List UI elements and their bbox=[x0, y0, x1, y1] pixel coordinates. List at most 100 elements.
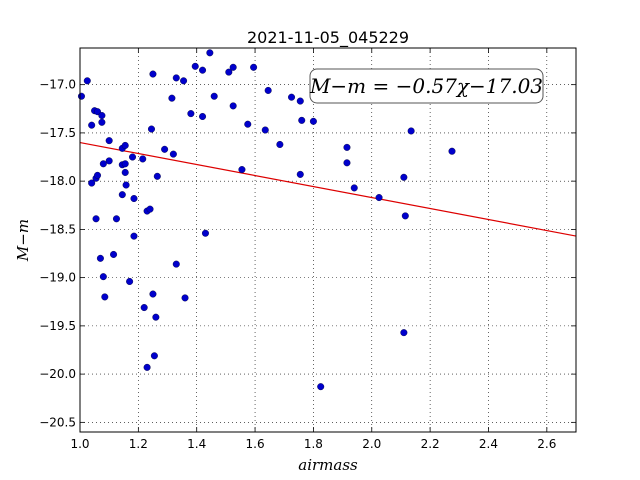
data-point bbox=[88, 179, 96, 187]
x-tick-label: 1.0 bbox=[70, 437, 89, 451]
data-point bbox=[121, 168, 129, 176]
data-point bbox=[244, 120, 252, 128]
x-tick-label: 1.2 bbox=[129, 437, 148, 451]
data-point bbox=[152, 313, 160, 321]
data-point bbox=[98, 118, 106, 126]
data-point bbox=[296, 97, 304, 105]
data-point bbox=[105, 157, 113, 165]
data-point bbox=[121, 141, 129, 149]
data-point bbox=[153, 172, 161, 180]
data-point bbox=[172, 74, 180, 82]
data-point bbox=[139, 155, 147, 163]
data-point bbox=[83, 77, 91, 85]
data-point bbox=[407, 127, 415, 135]
data-point bbox=[149, 70, 157, 78]
data-point bbox=[401, 212, 409, 220]
data-point bbox=[288, 93, 296, 101]
data-point bbox=[309, 117, 317, 125]
data-point bbox=[229, 102, 237, 110]
data-point bbox=[276, 140, 284, 148]
data-point bbox=[400, 173, 408, 181]
x-tick-label: 1.4 bbox=[187, 437, 206, 451]
data-point bbox=[180, 77, 188, 85]
data-point bbox=[147, 125, 155, 133]
x-tick-label: 2.4 bbox=[479, 437, 498, 451]
data-point bbox=[96, 254, 104, 262]
data-point bbox=[187, 110, 195, 118]
data-point bbox=[118, 191, 126, 199]
data-point bbox=[130, 195, 138, 203]
plot-background bbox=[80, 48, 576, 432]
data-point bbox=[199, 113, 207, 121]
data-point bbox=[172, 260, 180, 268]
data-point bbox=[121, 160, 129, 168]
data-point bbox=[201, 229, 209, 237]
data-point bbox=[261, 126, 269, 134]
data-point bbox=[77, 92, 85, 100]
y-tick-label: −18.0 bbox=[39, 174, 76, 188]
data-point bbox=[400, 329, 408, 337]
data-point bbox=[343, 143, 351, 151]
data-point bbox=[169, 150, 177, 158]
data-point bbox=[181, 294, 189, 302]
x-axis-label: airmass bbox=[298, 456, 358, 474]
data-point bbox=[375, 194, 383, 202]
data-point bbox=[130, 232, 138, 240]
data-point bbox=[210, 92, 218, 100]
data-point bbox=[105, 137, 113, 145]
data-point bbox=[238, 166, 246, 174]
data-point bbox=[92, 215, 100, 223]
x-tick-label: 2.0 bbox=[362, 437, 381, 451]
data-point bbox=[298, 116, 306, 124]
data-point bbox=[88, 121, 96, 129]
data-point bbox=[129, 153, 137, 161]
data-point bbox=[296, 170, 304, 178]
data-point bbox=[264, 86, 272, 94]
data-point bbox=[150, 352, 158, 360]
data-point bbox=[101, 293, 109, 301]
data-point bbox=[161, 145, 169, 153]
data-point bbox=[122, 181, 130, 189]
plot-area: 1.0 1.2 1.4 1.6 1.8 2.0 2.2 2.4 2.6 −17.0 −17.5 −18… bbox=[39, 47, 577, 451]
x-tick-label: 2.6 bbox=[537, 437, 556, 451]
data-point bbox=[94, 171, 102, 179]
y-tick-label: −18.5 bbox=[39, 222, 76, 236]
y-tick-label: −17.0 bbox=[39, 78, 76, 92]
y-axis-label: M−m bbox=[14, 219, 32, 262]
y-tick-label: −19.5 bbox=[39, 319, 76, 333]
data-point bbox=[140, 304, 148, 312]
plot-frame bbox=[79, 47, 577, 433]
data-point bbox=[99, 160, 107, 168]
data-point bbox=[98, 112, 106, 120]
data-point bbox=[99, 273, 107, 281]
y-tick-label: −17.5 bbox=[39, 126, 76, 140]
data-point bbox=[146, 205, 154, 213]
data-point bbox=[225, 68, 233, 76]
data-point bbox=[110, 250, 118, 258]
data-point bbox=[199, 66, 207, 74]
data-point bbox=[149, 290, 157, 298]
data-point bbox=[250, 63, 258, 71]
x-tick-label: 2.2 bbox=[421, 437, 440, 451]
data-point bbox=[317, 383, 325, 391]
data-point bbox=[126, 277, 134, 285]
data-point bbox=[168, 94, 176, 102]
data-point bbox=[94, 108, 102, 116]
y-tick-label: −19.0 bbox=[39, 271, 76, 285]
x-tick-label: 1.6 bbox=[246, 437, 265, 451]
equation-box bbox=[309, 68, 544, 104]
data-point bbox=[206, 49, 214, 57]
data-point bbox=[112, 215, 120, 223]
chart-title: 2021-11-05_045229 bbox=[247, 28, 409, 48]
equation-text: M−m = −0.57χ−17.03 bbox=[309, 74, 543, 98]
data-point bbox=[350, 184, 358, 192]
data-point bbox=[448, 147, 456, 155]
x-tick-label: 1.8 bbox=[304, 437, 323, 451]
data-point bbox=[343, 159, 351, 167]
data-point bbox=[191, 62, 199, 70]
data-point bbox=[143, 363, 151, 371]
y-tick-label: −20.0 bbox=[39, 367, 76, 381]
fit-line bbox=[79, 141, 577, 237]
data-point bbox=[229, 63, 237, 71]
